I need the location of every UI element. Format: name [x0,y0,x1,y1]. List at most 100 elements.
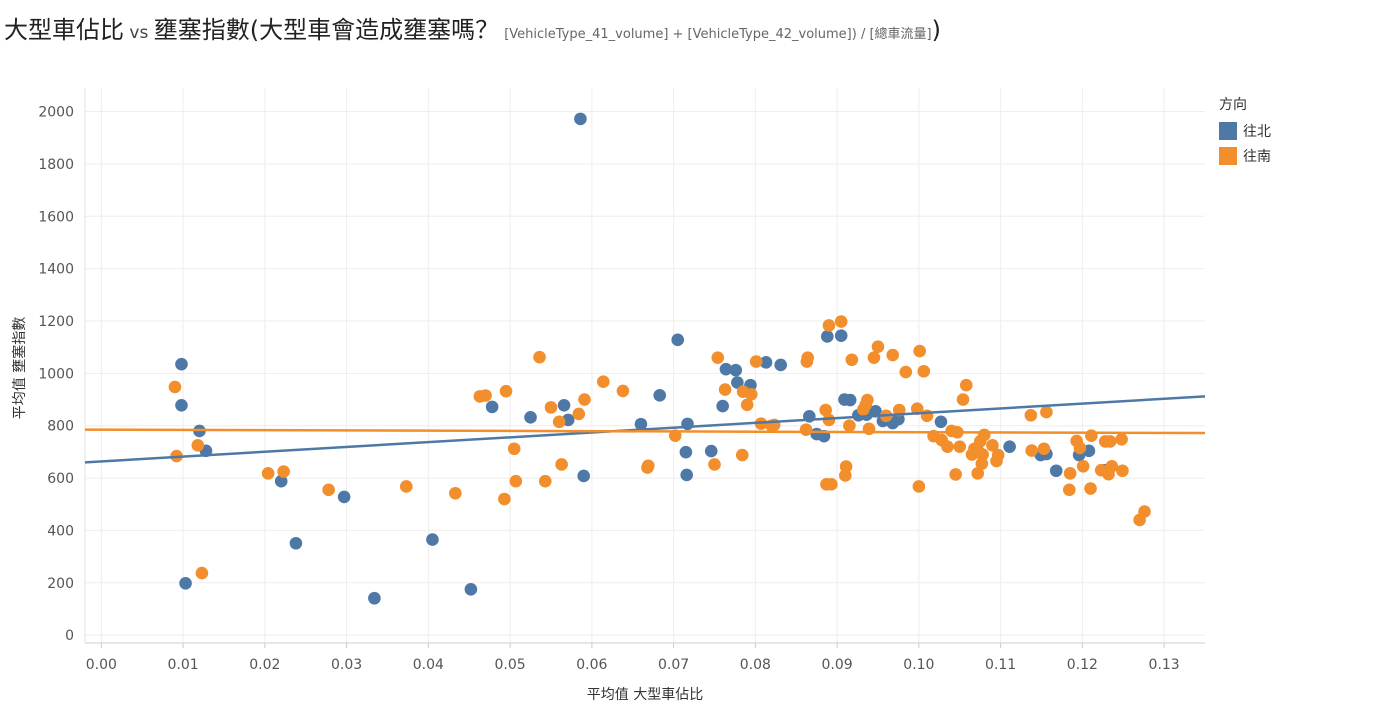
data-point-north[interactable] [680,468,693,482]
data-point-south[interactable] [834,315,848,328]
data-point-south[interactable] [910,402,924,415]
data-point-south[interactable] [956,393,970,406]
data-point-north[interactable] [653,389,667,402]
data-point-north[interactable] [634,417,648,431]
data-point-south[interactable] [871,340,885,353]
data-point-south[interactable] [1062,483,1076,497]
data-point-south[interactable] [1103,435,1117,448]
data-point-south[interactable] [749,355,763,368]
data-point-south[interactable] [799,423,813,436]
data-point-south[interactable] [191,439,205,452]
data-point-south[interactable] [538,474,552,488]
data-point-north[interactable] [716,399,729,413]
data-point-north[interactable] [464,583,478,596]
data-point-south[interactable] [1025,444,1038,457]
data-point-south[interactable] [1085,429,1098,442]
data-point-north[interactable] [524,411,537,424]
data-point-north[interactable] [1003,440,1016,453]
data-point-south[interactable] [913,344,926,358]
data-point-south[interactable] [711,351,725,364]
data-point-south[interactable] [861,393,874,407]
data-point-south[interactable] [740,398,754,412]
data-point-south[interactable] [1076,459,1090,473]
data-point-south[interactable] [899,365,913,379]
data-point-south[interactable] [971,467,985,480]
data-point-south[interactable] [917,364,931,378]
data-point-north[interactable] [719,362,733,376]
data-point-south[interactable] [941,440,954,453]
data-point-north[interactable] [729,363,743,377]
data-point-south[interactable] [986,439,999,452]
data-point-south[interactable] [597,375,610,389]
data-point-south[interactable] [825,478,838,491]
data-point-north[interactable] [759,356,773,369]
data-point-south[interactable] [195,566,209,580]
data-point-south[interactable] [261,467,275,480]
data-point-south[interactable] [1040,405,1053,419]
data-point-south[interactable] [801,351,814,364]
data-point-south[interactable] [977,428,991,442]
data-point-south[interactable] [544,401,558,414]
data-point-south[interactable] [843,419,856,433]
data-point-south[interactable] [498,492,511,506]
data-point-south[interactable] [819,403,832,417]
data-point-south[interactable] [845,353,859,367]
data-point-south[interactable] [1073,441,1087,455]
data-point-south[interactable] [718,383,732,396]
data-point-north[interactable] [289,536,303,550]
data-point-south[interactable] [953,440,967,453]
data-point-south[interactable] [277,465,290,478]
data-point-south[interactable] [641,459,655,473]
data-point-north[interactable] [175,398,188,412]
data-point-north[interactable] [337,490,351,504]
data-point-south[interactable] [867,351,881,364]
data-point-north[interactable] [426,533,439,546]
data-point-north[interactable] [934,415,948,429]
data-point-north[interactable] [843,393,857,407]
data-point-north[interactable] [1049,464,1063,478]
data-point-south[interactable] [822,413,836,427]
data-point-south[interactable] [499,384,513,398]
data-point-south[interactable] [839,460,853,473]
legend-item-north[interactable]: 往北 [1219,118,1271,143]
data-point-north[interactable] [731,376,744,389]
data-point-south[interactable] [1116,464,1129,478]
data-point-south[interactable] [616,384,630,398]
data-point-south[interactable] [1138,505,1151,518]
data-point-south[interactable] [1105,459,1119,473]
data-point-north[interactable] [774,358,788,372]
data-point-south[interactable] [1084,482,1097,495]
data-point-north[interactable] [704,444,718,458]
data-point-south[interactable] [555,458,568,471]
data-point-north[interactable] [574,112,587,126]
data-point-south[interactable] [959,378,973,392]
data-point-south[interactable] [991,448,1005,462]
data-point-south[interactable] [449,486,462,500]
data-point-north[interactable] [274,474,288,488]
data-point-north[interactable] [179,577,192,590]
data-point-north[interactable] [485,400,499,414]
data-point-south[interactable] [735,448,749,462]
data-point-north[interactable] [175,357,188,371]
data-point-north[interactable] [892,412,905,426]
data-point-south[interactable] [509,474,523,488]
data-point-south[interactable] [886,348,900,362]
data-point-south[interactable] [744,387,758,401]
data-point-south[interactable] [399,480,413,493]
data-point-south[interactable] [1115,433,1128,446]
data-point-south[interactable] [578,393,591,406]
data-point-south[interactable] [976,448,989,461]
data-point-south[interactable] [822,319,836,332]
data-point-south[interactable] [1024,408,1038,422]
data-point-south[interactable] [708,458,721,471]
legend-item-south[interactable]: 往南 [1219,143,1271,168]
data-point-north[interactable] [679,445,693,459]
data-point-north[interactable] [557,398,571,412]
data-point-south[interactable] [322,483,335,497]
data-point-south[interactable] [975,457,989,470]
data-point-north[interactable] [834,329,848,342]
data-point-north[interactable] [671,333,685,347]
data-point-south[interactable] [1037,442,1051,456]
data-point-south[interactable] [533,350,546,364]
data-point-south[interactable] [912,480,926,493]
